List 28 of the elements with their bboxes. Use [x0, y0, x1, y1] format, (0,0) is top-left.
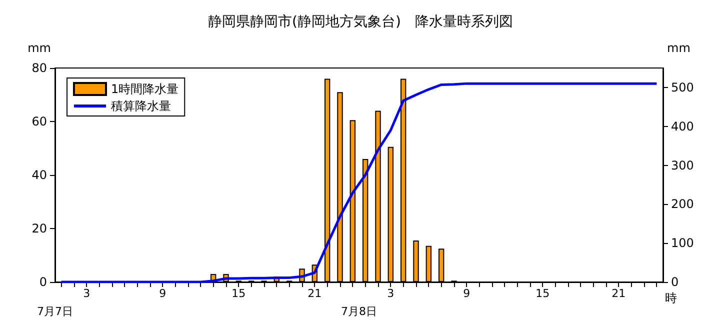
- chart-title: 静岡県静岡市(静岡地方気象台) 降水量時系列図: [208, 14, 513, 30]
- y2-tick-label: 200: [671, 197, 694, 212]
- legend-label: 1時間降水量: [111, 82, 179, 96]
- y-tick-label: 20: [32, 222, 47, 236]
- y-tick-label: 40: [32, 168, 47, 182]
- y-axis-title: mm: [28, 41, 51, 55]
- x-tick-label: 21: [308, 287, 322, 300]
- y2-tick-label: 500: [671, 80, 694, 94]
- x-tick-label: 15: [232, 287, 246, 300]
- x-tick-label: 15: [536, 287, 550, 300]
- text: 7月7日: [37, 305, 73, 318]
- y-tick-label: 60: [32, 114, 47, 128]
- y2-axis-title: mm: [667, 41, 690, 55]
- x-tick-label: 21: [612, 287, 626, 300]
- y-tick-label: 80: [32, 61, 47, 75]
- x-axis-title: 時: [665, 291, 677, 305]
- y2-tick-label: 100: [671, 236, 694, 250]
- y2-tick-label: 300: [671, 158, 694, 172]
- x-tick-label: 3: [387, 287, 394, 300]
- x-tick-label: 3: [83, 287, 90, 300]
- x-tick-label: 9: [159, 287, 166, 300]
- text: 7月8日: [341, 305, 377, 318]
- y2-tick-label: 0: [671, 275, 679, 289]
- x-tick-label: 9: [463, 287, 470, 300]
- line-series: [60, 82, 658, 284]
- y2-tick-label: 400: [671, 119, 694, 134]
- legend-label: 積算降水量: [111, 99, 171, 113]
- y-tick-label: 0: [39, 275, 47, 289]
